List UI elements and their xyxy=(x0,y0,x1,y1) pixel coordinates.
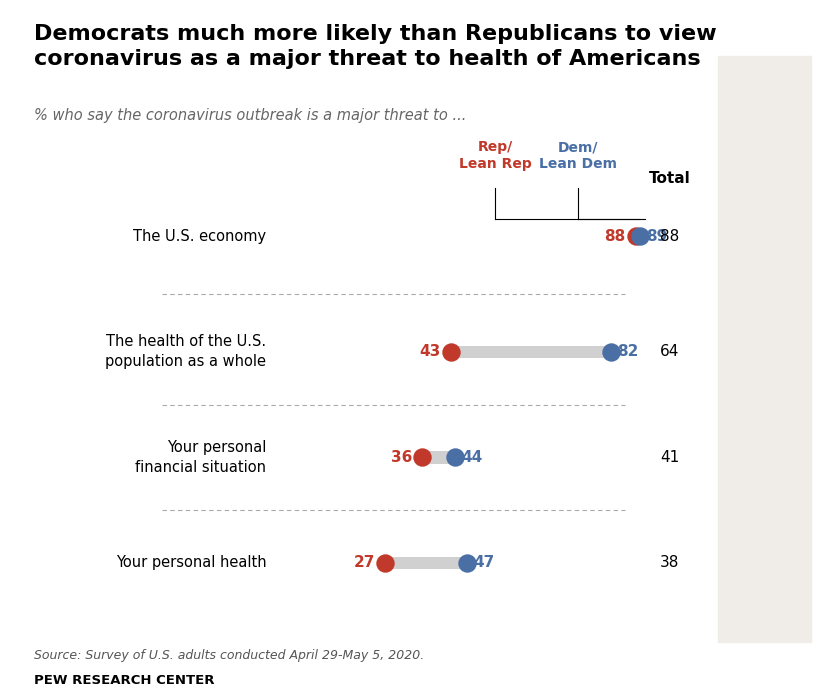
Text: Your personal health: Your personal health xyxy=(116,556,266,570)
Text: The health of the U.S.
population as a whole: The health of the U.S. population as a w… xyxy=(105,334,266,369)
Text: 64: 64 xyxy=(660,344,680,359)
Point xyxy=(272,214,282,223)
Text: 41: 41 xyxy=(660,450,680,465)
Point xyxy=(273,506,283,514)
Bar xyxy=(386,556,467,569)
Point xyxy=(416,452,429,463)
Point xyxy=(629,230,643,242)
Text: 43: 43 xyxy=(419,344,441,359)
Point xyxy=(273,401,283,409)
Text: The U.S. economy: The U.S. economy xyxy=(133,229,266,244)
Point xyxy=(270,290,280,298)
Text: PEW RESEARCH CENTER: PEW RESEARCH CENTER xyxy=(34,674,214,687)
Point xyxy=(270,506,280,514)
Point xyxy=(273,214,283,223)
Text: Dem/
Lean Dem: Dem/ Lean Dem xyxy=(539,140,617,172)
Point xyxy=(449,452,462,463)
Point xyxy=(460,557,474,568)
Point xyxy=(272,214,282,223)
Text: 89: 89 xyxy=(646,229,667,244)
Text: 44: 44 xyxy=(461,450,482,465)
Point xyxy=(272,214,282,223)
Bar xyxy=(451,346,612,358)
Bar xyxy=(636,230,640,242)
Bar xyxy=(423,451,455,463)
Text: Your personal
financial situation: Your personal financial situation xyxy=(135,440,266,475)
Text: % who say the coronavirus outbreak is a major threat to ...: % who say the coronavirus outbreak is a … xyxy=(34,108,466,123)
Text: Rep/
Lean Rep: Rep/ Lean Rep xyxy=(459,140,532,172)
Text: 88: 88 xyxy=(660,229,680,244)
Text: Total: Total xyxy=(648,171,690,186)
Point xyxy=(605,346,618,357)
Text: Source: Survey of U.S. adults conducted April 29-May 5, 2020.: Source: Survey of U.S. adults conducted … xyxy=(34,649,424,662)
Point xyxy=(272,184,282,193)
Text: 38: 38 xyxy=(660,556,680,570)
Text: Democrats much more likely than Republicans to view
coronavirus as a major threa: Democrats much more likely than Republic… xyxy=(34,24,717,69)
Text: 36: 36 xyxy=(391,450,412,465)
Point xyxy=(379,557,392,568)
Text: 88: 88 xyxy=(604,229,626,244)
Point xyxy=(273,290,283,298)
Point xyxy=(273,214,283,223)
Point xyxy=(444,346,458,357)
Text: 47: 47 xyxy=(474,556,495,570)
Point xyxy=(633,230,647,242)
Text: 82: 82 xyxy=(617,344,638,359)
Point xyxy=(270,401,280,409)
Point xyxy=(272,184,282,193)
Text: 27: 27 xyxy=(354,556,375,570)
Point xyxy=(272,214,282,223)
